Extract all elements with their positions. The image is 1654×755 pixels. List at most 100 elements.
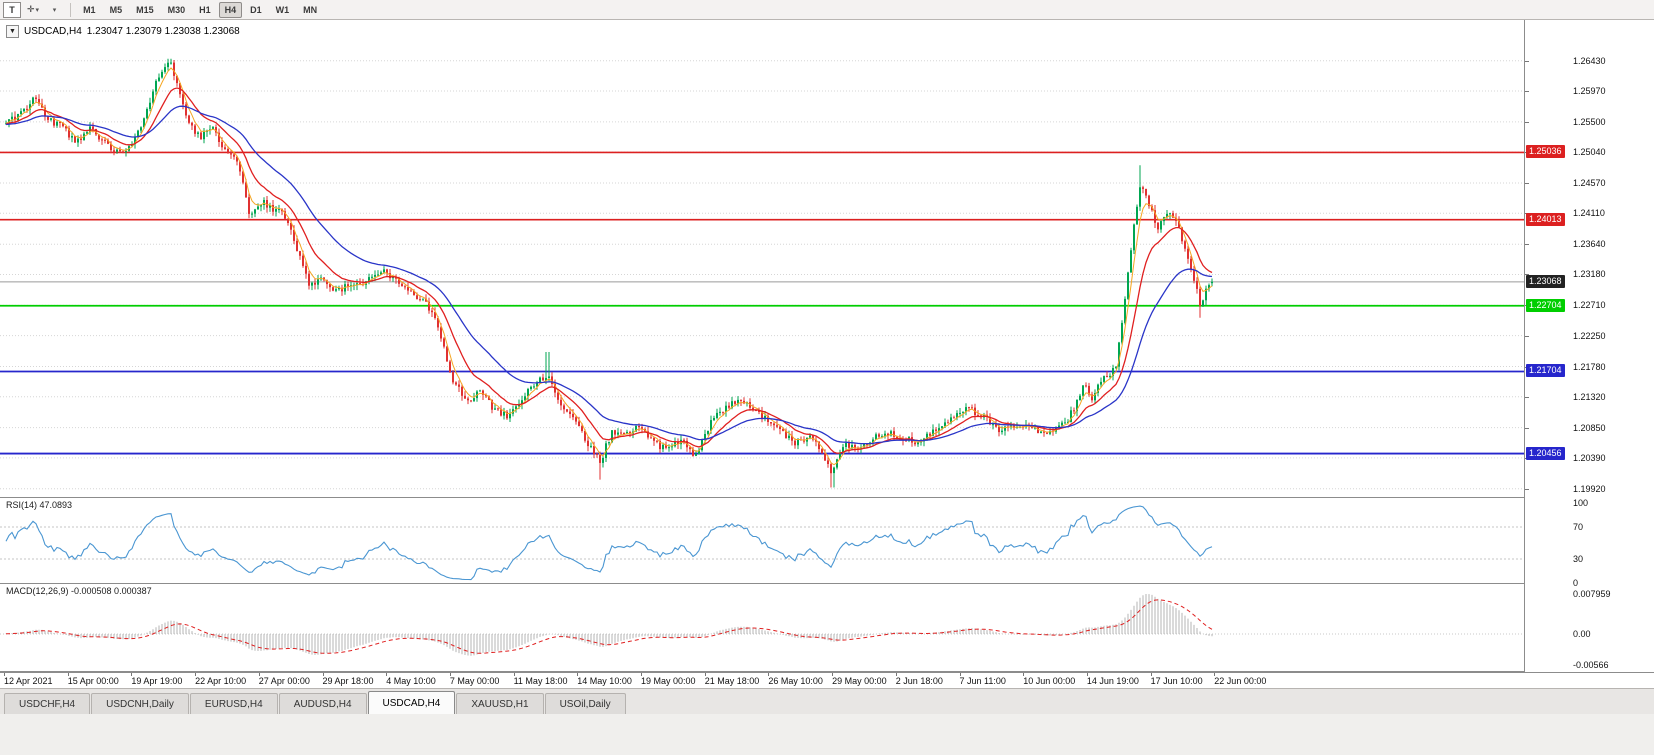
tools-dropdown-button[interactable]: ▾ <box>45 2 63 18</box>
time-tick-label: 29 May 00:00 <box>832 676 887 686</box>
price-tick-mark <box>1525 488 1529 490</box>
time-tick-mark <box>386 673 388 676</box>
timeframe-button-m5[interactable]: M5 <box>109 4 123 15</box>
time-tick-label: 7 Jun 11:00 <box>959 676 1006 686</box>
chart-tab-usoil-daily[interactable]: USOil,Daily <box>544 693 626 714</box>
timeframe-button-h1[interactable]: H1 <box>199 4 211 15</box>
macd-label: MACD(12,26,9) -0.000508 0.000387 <box>6 586 152 596</box>
price-tick-mark <box>1525 121 1529 123</box>
time-tick-mark <box>959 673 961 676</box>
chart-tab-usdcnh-daily[interactable]: USDCNH,Daily <box>91 693 189 714</box>
macd-panel[interactable] <box>0 583 1524 672</box>
time-tick-mark <box>768 673 770 676</box>
price-tick-mark <box>1525 91 1529 92</box>
time-tick-mark <box>195 673 197 676</box>
chart-ohlc-values: 1.23047 1.23079 1.23038 1.23068 <box>86 26 240 37</box>
time-tick-label: 4 May 10:00 <box>386 676 436 686</box>
chart-tab-usdcad-h4[interactable]: USDCAD,H4 <box>367 691 456 714</box>
crosshair-icon: ✛ <box>27 4 35 14</box>
timeframe-buttons: M1 M5 M15 M30 H1 H4 D1 W1 MN <box>76 1 324 18</box>
time-tick-mark <box>1023 673 1025 676</box>
macd-tick-label: 0.00 <box>1573 629 1591 639</box>
timeframe-button-h4[interactable]: H4 <box>218 1 243 18</box>
price-tick-mark <box>1525 335 1529 337</box>
price-tick-mark <box>1525 427 1529 429</box>
time-tick-label: 14 Jun 19:00 <box>1086 676 1139 686</box>
price-tick-mark <box>1525 244 1529 246</box>
chart-symbol-label: USDCAD,H4 <box>24 26 82 37</box>
price-tick-label: 1.21780 <box>1573 361 1606 372</box>
chart-tab-xauusd-h1[interactable]: XAUUSD,H1 <box>456 693 544 714</box>
price-axis[interactable]: 1.26430 1.25970 1.25500 1.25040 1.24570 1.241… <box>1524 20 1654 672</box>
time-tick-mark <box>1150 673 1152 676</box>
time-tick-mark <box>258 673 260 676</box>
price-tick-label: 1.24110 <box>1573 208 1605 219</box>
time-tick-mark <box>1214 673 1216 676</box>
price-tick-label: 1.22250 <box>1573 330 1606 341</box>
top-toolbar: T ✛ ▾ ▾ M1 M5 M15 M30 H1 H4 D1 W1 MN <box>0 0 1654 20</box>
time-tick-label: 26 May 10:00 <box>768 676 823 686</box>
time-tick-label: 29 Apr 18:00 <box>322 676 374 686</box>
macd-tick-label: -0.00566 <box>1573 660 1609 670</box>
timeframe-button-m30[interactable]: M30 <box>167 4 186 15</box>
price-tick-label: 1.25500 <box>1573 116 1606 127</box>
time-tick-mark <box>67 673 69 676</box>
time-tick-mark <box>895 673 897 676</box>
price-badge-current-price: 1.23068 <box>1526 274 1565 288</box>
time-tick-label: 15 Apr 00:00 <box>67 676 119 686</box>
time-tick-label: 22 Jun 00:00 <box>1214 676 1267 686</box>
time-tick-label: 10 Jun 00:00 <box>1023 676 1076 686</box>
rsi-tick-label: 30 <box>1573 554 1584 564</box>
timeframe-button-d1[interactable]: D1 <box>250 4 262 15</box>
chart-tabs-bar: USDCHF,H4 USDCNH,Daily EURUSD,H4 AUDUSD,H4 U… <box>0 688 1654 714</box>
price-tick-label: 1.25040 <box>1573 147 1606 158</box>
chevron-down-icon: ▾ <box>52 6 57 14</box>
time-tick-mark <box>131 673 133 676</box>
chart-tab-eurusd-h4[interactable]: EURUSD,H4 <box>189 693 278 714</box>
time-tick-label: 27 Apr 00:00 <box>258 676 310 686</box>
time-tick-label: 11 May 18:00 <box>513 676 568 686</box>
main-chart-plot[interactable] <box>0 20 1524 497</box>
price-tick-label: 1.24570 <box>1573 178 1606 189</box>
chevron-down-icon: ▾ <box>35 6 40 14</box>
crosshair-tool-button[interactable]: ✛ ▾ <box>23 2 43 18</box>
price-tick-mark <box>1525 183 1529 185</box>
collapse-arrow-icon[interactable]: ▼ <box>6 25 19 38</box>
rsi-panel[interactable] <box>0 497 1524 583</box>
price-tick-label: 1.25970 <box>1573 86 1606 96</box>
timeframe-button-m15[interactable]: M15 <box>136 4 154 15</box>
time-tick-mark <box>4 673 5 676</box>
price-badge-support-3: 1.20456 <box>1526 446 1565 460</box>
t-tool-button[interactable]: T <box>3 1 21 18</box>
price-badge-resistance-1: 1.25036 <box>1526 145 1565 159</box>
price-tick-label: 1.20850 <box>1573 422 1606 433</box>
time-axis[interactable]: 12 Apr 2021 15 Apr 00:00 19 Apr 19:00 22 Ap… <box>0 672 1654 688</box>
time-tick-label: 19 Apr 19:00 <box>131 676 183 686</box>
time-tick-mark <box>832 673 834 676</box>
timeframe-button-mn[interactable]: MN <box>303 4 318 15</box>
macd-tick-label: 0.007959 <box>1573 589 1611 599</box>
time-tick-label: 7 May 00:00 <box>449 676 500 686</box>
chart-tab-audusd-h4[interactable]: AUDUSD,H4 <box>278 693 367 714</box>
price-tick-label: 1.26430 <box>1573 55 1606 66</box>
time-tick-label: 14 May 10:00 <box>577 676 632 686</box>
time-tick-mark <box>704 673 706 676</box>
rsi-tick-label: 100 <box>1573 498 1589 508</box>
timeframe-button-w1[interactable]: W1 <box>275 4 290 15</box>
chart-tab-usdchf-h4[interactable]: USDCHF,H4 <box>4 693 91 714</box>
price-tick-mark <box>1525 60 1529 62</box>
time-tick-mark <box>577 673 579 676</box>
price-tick-label: 1.22710 <box>1573 300 1606 311</box>
price-tick-label: 1.21320 <box>1573 391 1606 402</box>
time-tick-label: 19 May 00:00 <box>641 676 696 686</box>
time-tick-mark <box>449 673 451 676</box>
price-tick-label: 1.23640 <box>1573 239 1606 250</box>
price-badge-resistance-2: 1.24013 <box>1526 212 1565 226</box>
time-tick-label: 22 Apr 10:00 <box>195 676 247 686</box>
price-badge-support-2: 1.21704 <box>1526 364 1565 378</box>
time-tick-mark <box>641 673 642 676</box>
bottom-filler <box>0 714 1654 755</box>
price-tick-mark <box>1525 396 1529 398</box>
price-tick-label: 1.20390 <box>1573 452 1606 463</box>
timeframe-button-m1[interactable]: M1 <box>83 4 96 15</box>
